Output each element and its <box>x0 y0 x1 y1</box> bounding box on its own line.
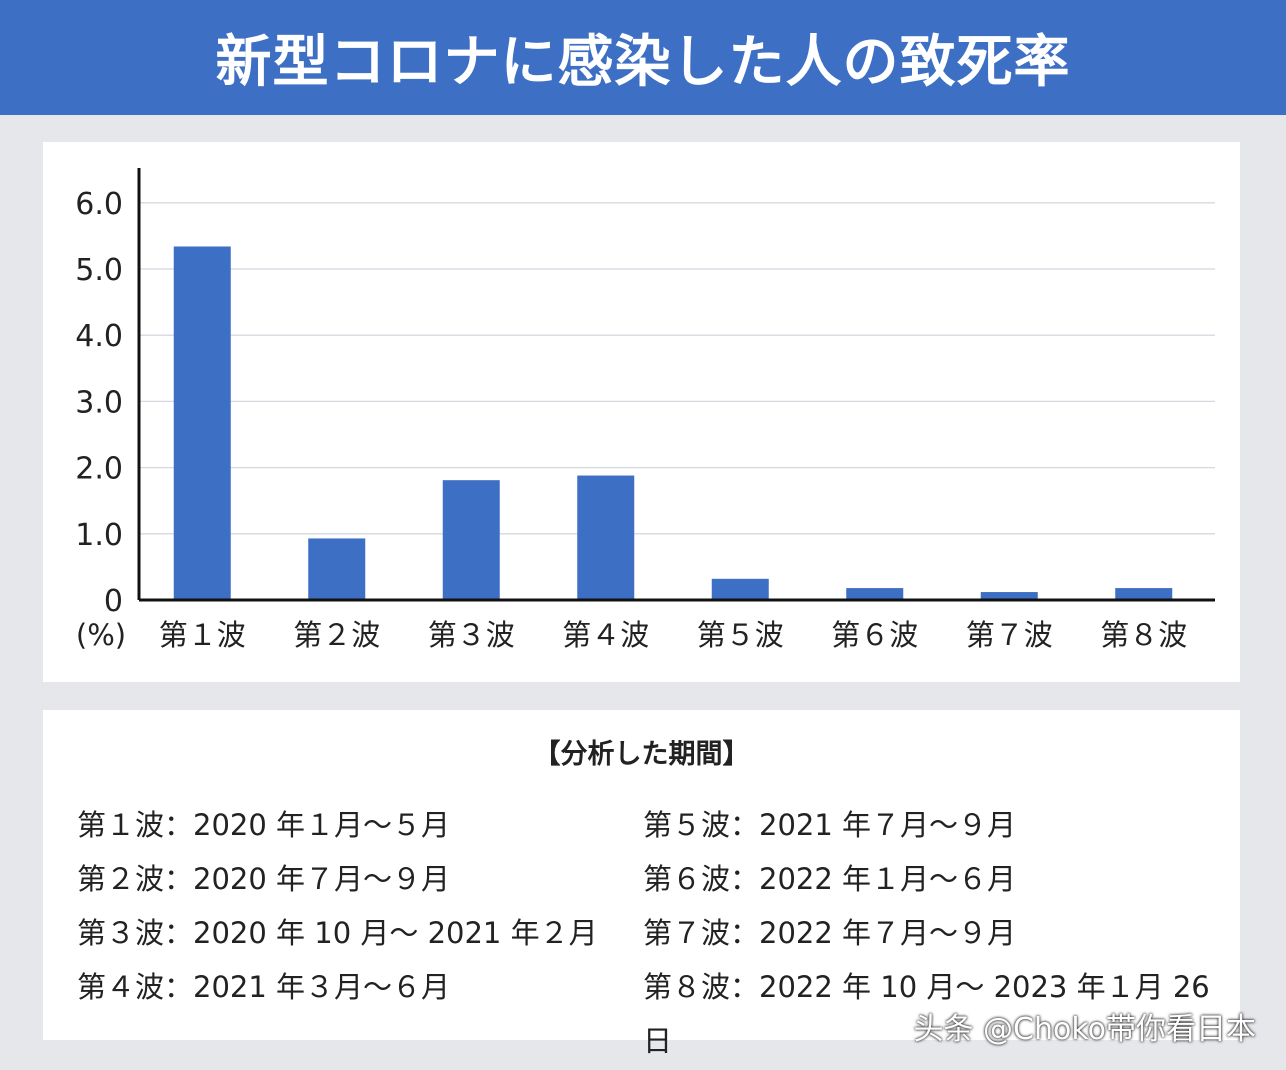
bar <box>577 475 635 600</box>
x-tick-label: 第６波 <box>831 618 918 652</box>
x-tick-label: 第７波 <box>966 618 1053 652</box>
bar <box>308 538 366 600</box>
bar <box>1115 588 1173 600</box>
bar-chart: 0 1.0 2.0 3.0 4.0 5.0 6.0 第１波 第２波 第３波 第４波 第５波 第６波 第７波… <box>75 168 1215 652</box>
y-axis-unit: (%) <box>76 618 126 652</box>
y-tick-label: 0 <box>104 584 123 619</box>
bar <box>173 246 231 600</box>
bar <box>846 588 904 600</box>
period-title: 【分析した期間】 <box>533 739 750 770</box>
watermark: 头条 @Choko带你看日本 <box>913 1012 1256 1047</box>
x-tick-label: 第５波 <box>697 618 784 652</box>
period-list-left: 第１波：2020 年１月〜５月 第２波：2020 年７月〜９月 第３波：2020… <box>77 798 598 1014</box>
y-tick-label: 5.0 <box>75 253 123 288</box>
x-tick-label: 第３波 <box>428 618 515 652</box>
y-tick-label: 1.0 <box>75 518 123 553</box>
period-item: 第８波：2022 年 10 月〜 2023 年１月 26 日 <box>643 970 1210 1058</box>
x-tick-label: 第２波 <box>293 618 380 652</box>
period-item: 第５波：2021 年７月〜９月 <box>643 808 1017 842</box>
y-tick-label: 4.0 <box>75 319 123 354</box>
x-tick-label: 第１波 <box>159 618 246 652</box>
bar <box>711 578 769 600</box>
page-title: 新型コロナに感染した人の致死率 <box>215 30 1071 95</box>
y-tick-label: 2.0 <box>75 452 123 487</box>
bar <box>980 592 1038 600</box>
period-item: 第７波：2022 年７月〜９月 <box>643 916 1017 950</box>
period-panel: 【分析した期間】 第１波：2020 年１月〜５月 第２波：2020 年７月〜９月… <box>43 710 1240 1058</box>
header: 新型コロナに感染した人の致死率 <box>0 0 1286 115</box>
period-item: 第２波：2020 年７月〜９月 <box>77 862 451 896</box>
y-tick-label: 6.0 <box>75 187 123 222</box>
period-item: 第１波：2020 年１月〜５月 <box>77 808 451 842</box>
x-tick-label: 第４波 <box>562 618 649 652</box>
x-tick-label: 第８波 <box>1100 618 1187 652</box>
bar <box>442 480 500 600</box>
period-item: 第４波：2021 年３月〜６月 <box>77 970 451 1004</box>
period-item: 第６波：2022 年１月〜６月 <box>643 862 1017 896</box>
y-tick-label: 3.0 <box>75 385 123 420</box>
chart-panel: 0 1.0 2.0 3.0 4.0 5.0 6.0 第１波 第２波 第３波 第４波 第５波 第６波 第７波… <box>43 142 1240 682</box>
period-item: 第３波：2020 年 10 月〜 2021 年２月 <box>77 916 598 950</box>
period-list-right: 第５波：2021 年７月〜９月 第６波：2022 年１月〜６月 第７波：2022… <box>643 798 1240 1068</box>
